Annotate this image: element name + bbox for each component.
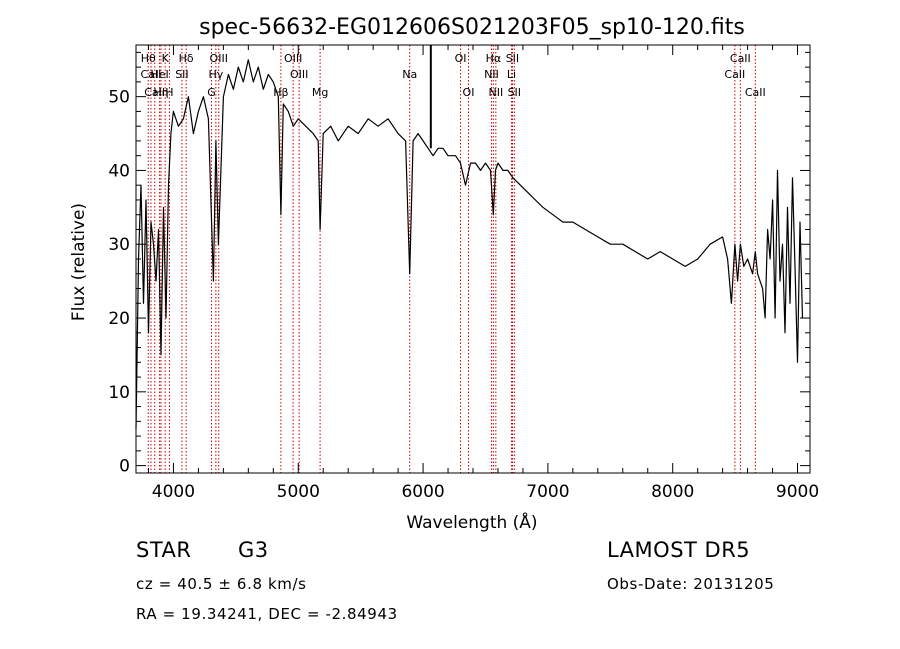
- x-tick-label-5000: 5000: [277, 482, 320, 502]
- line-label-22: Li: [507, 68, 516, 81]
- line-label-7: SII: [175, 68, 188, 81]
- spectrum-line: [135, 59, 804, 429]
- x-tick-label-4000: 4000: [152, 482, 195, 502]
- object-class: STAR: [136, 538, 192, 562]
- line-label-0: Hθ: [141, 52, 156, 65]
- y-tick-label-40: 40: [108, 161, 130, 181]
- y-tick-label-20: 20: [108, 309, 130, 329]
- line-label-11: G: [207, 86, 216, 99]
- line-label-27: CaII: [745, 86, 766, 99]
- line-label-24: SII: [508, 86, 521, 99]
- line-label-19: Hα: [486, 52, 502, 65]
- redshift-velocity: cz = 40.5 ± 6.8 km/s: [136, 575, 307, 593]
- line-label-21: NII: [484, 68, 499, 81]
- y-tick-label-0: 0: [119, 457, 130, 477]
- y-tick-label-30: 30: [108, 235, 130, 255]
- line-label-3: HeI: [150, 68, 168, 81]
- y-axis-label: Flux (relative): [69, 203, 89, 321]
- survey-release: LAMOST DR5: [607, 538, 751, 562]
- line-label-10: Hγ: [208, 68, 223, 81]
- x-tick-label-7000: 7000: [526, 482, 569, 502]
- line-label-8: Hδ: [179, 52, 194, 65]
- coordinates: RA = 19.34241, DEC = -2.84943: [136, 605, 398, 623]
- line-label-23: NII: [488, 86, 503, 99]
- line-label-4: Hη: [153, 86, 168, 99]
- line-label-9: OIII: [210, 52, 228, 65]
- line-label-6: H: [165, 86, 173, 99]
- line-label-16: Na: [402, 68, 417, 81]
- line-label-1: CaII: [141, 68, 162, 81]
- plot-frame: [135, 44, 811, 474]
- subclass: G3: [238, 538, 269, 562]
- x-tick-label-9000: 9000: [776, 482, 819, 502]
- line-label-14: Hβ: [273, 86, 288, 99]
- line-markers: [147, 45, 756, 473]
- x-tick-label-6000: 6000: [401, 482, 444, 502]
- line-label-2: CaII: [144, 86, 165, 99]
- chart-title: spec-56632-EG012606S021203F05_sp10-120.f…: [199, 15, 745, 40]
- y-axis: 0 10 20 30 40 50: [108, 51, 810, 477]
- line-label-5: K: [162, 52, 170, 65]
- obs-date: Obs-Date: 20131205: [607, 575, 775, 593]
- y-tick-label-10: 10: [108, 383, 130, 403]
- line-label-25: CaII: [730, 52, 751, 65]
- line-label-18: OI: [463, 86, 475, 99]
- line-label-26: CaII: [724, 68, 745, 81]
- line-label-13: OIII: [290, 68, 308, 81]
- x-axis-label: Wavelength (Å): [406, 511, 537, 533]
- line-label-12: OIII: [284, 52, 302, 65]
- line-label-15: Mg: [312, 86, 328, 99]
- x-tick-label-8000: 8000: [651, 482, 694, 502]
- x-axis: 4000 5000 6000 7000 8000 9000: [147, 45, 819, 502]
- line-label-20: SII: [506, 52, 519, 65]
- y-tick-label-50: 50: [108, 88, 130, 108]
- line-label-17: OI: [455, 52, 467, 65]
